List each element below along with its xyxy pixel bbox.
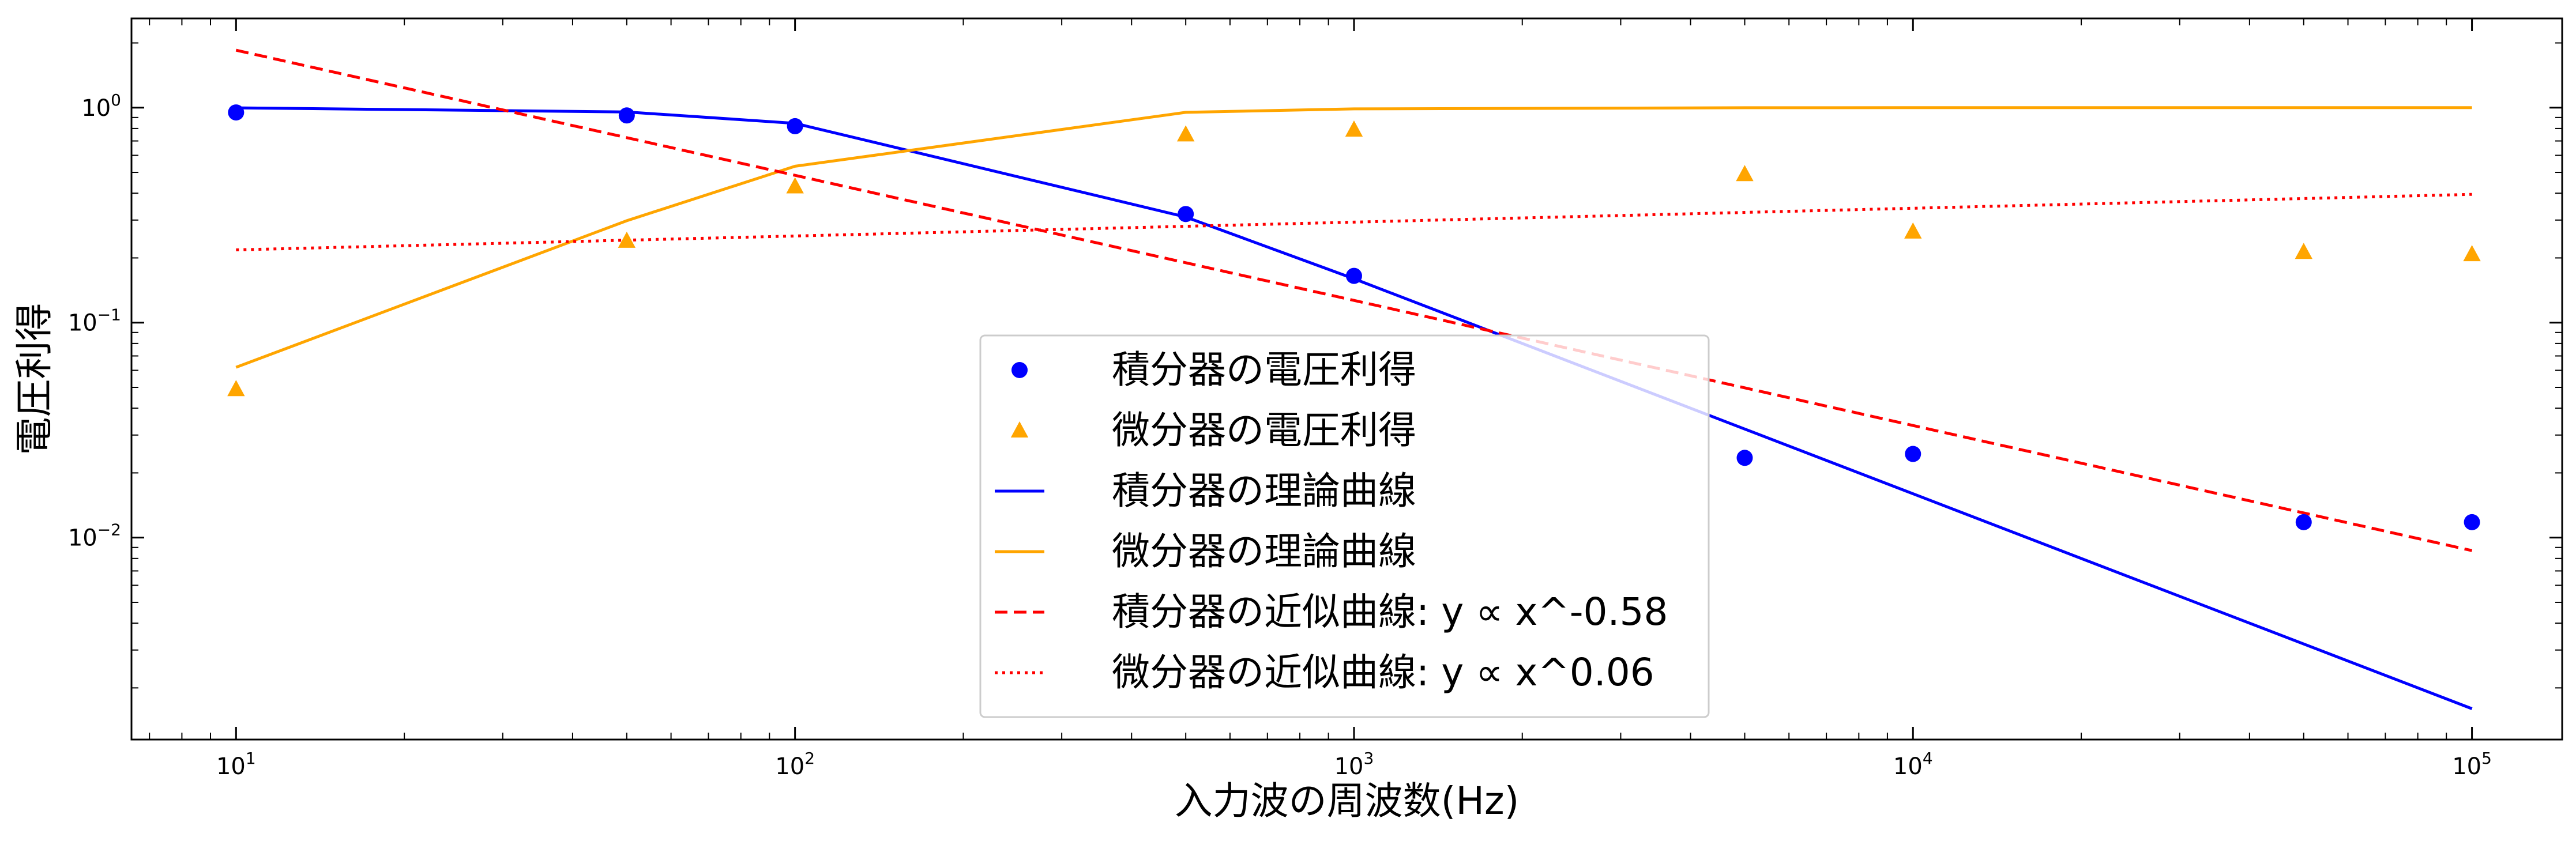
x-tick-label: 101: [216, 749, 256, 780]
legend-label: 積分器の近似曲線: y ∝ x^-0.58: [1112, 590, 1668, 634]
legend-marker: [1011, 362, 1028, 378]
data-point: [787, 118, 803, 134]
data-point: [2295, 514, 2312, 530]
legend: 積分器の電圧利得微分器の電圧利得積分器の理論曲線微分器の理論曲線積分器の近似曲線…: [979, 334, 1710, 718]
data-point: [1345, 120, 1363, 137]
series-line: [235, 106, 2472, 369]
data-point: [786, 177, 804, 194]
y-tick-label: 10−1: [68, 306, 121, 337]
legend-label: 微分器の近似曲線: y ∝ x^0.06: [1112, 650, 1654, 695]
data-point: [227, 380, 245, 397]
series-line: [236, 193, 2472, 251]
x-tick-label: 103: [1334, 749, 1374, 780]
legend-label: 微分器の理論曲線: [1112, 529, 1416, 574]
legend-label: 微分器の電圧利得: [1112, 408, 1416, 452]
plot-frame: [130, 17, 2563, 741]
data-point: [1905, 446, 1921, 462]
y-axis-label: 電圧利得: [12, 303, 57, 455]
data-point: [1345, 267, 1362, 284]
x-tick-label: 104: [1893, 749, 1933, 780]
data-point: [2464, 514, 2480, 530]
x-tick-label: 105: [2452, 749, 2492, 780]
x-axis-label: 入力波の周波数(Hz): [1175, 779, 1520, 823]
data-point: [228, 104, 245, 121]
plot-area: [227, 48, 2481, 710]
data-point: [1178, 206, 1194, 222]
data-point: [1176, 125, 1195, 142]
legend-box: [979, 334, 1710, 718]
data-point: [1736, 165, 1754, 182]
y-axis: 100 10−1 10−2: [68, 42, 2562, 689]
data-point: [2463, 245, 2481, 262]
legend-label: 積分器の理論曲線: [1112, 469, 1416, 513]
data-point: [618, 231, 636, 248]
legend-marker: [1010, 421, 1029, 438]
y-tick-label: 10−2: [68, 521, 121, 552]
y-tick-label: 100: [81, 90, 121, 122]
data-point: [2295, 243, 2312, 259]
series-line: [235, 48, 2473, 552]
x-axis: 101 102 103 104 105: [149, 18, 2492, 780]
data-point: [618, 107, 635, 124]
x-tick-label: 102: [775, 749, 815, 780]
data-point: [1904, 222, 1922, 239]
legend-label: 積分器の電圧利得: [1112, 348, 1416, 392]
data-point: [1736, 450, 1753, 466]
